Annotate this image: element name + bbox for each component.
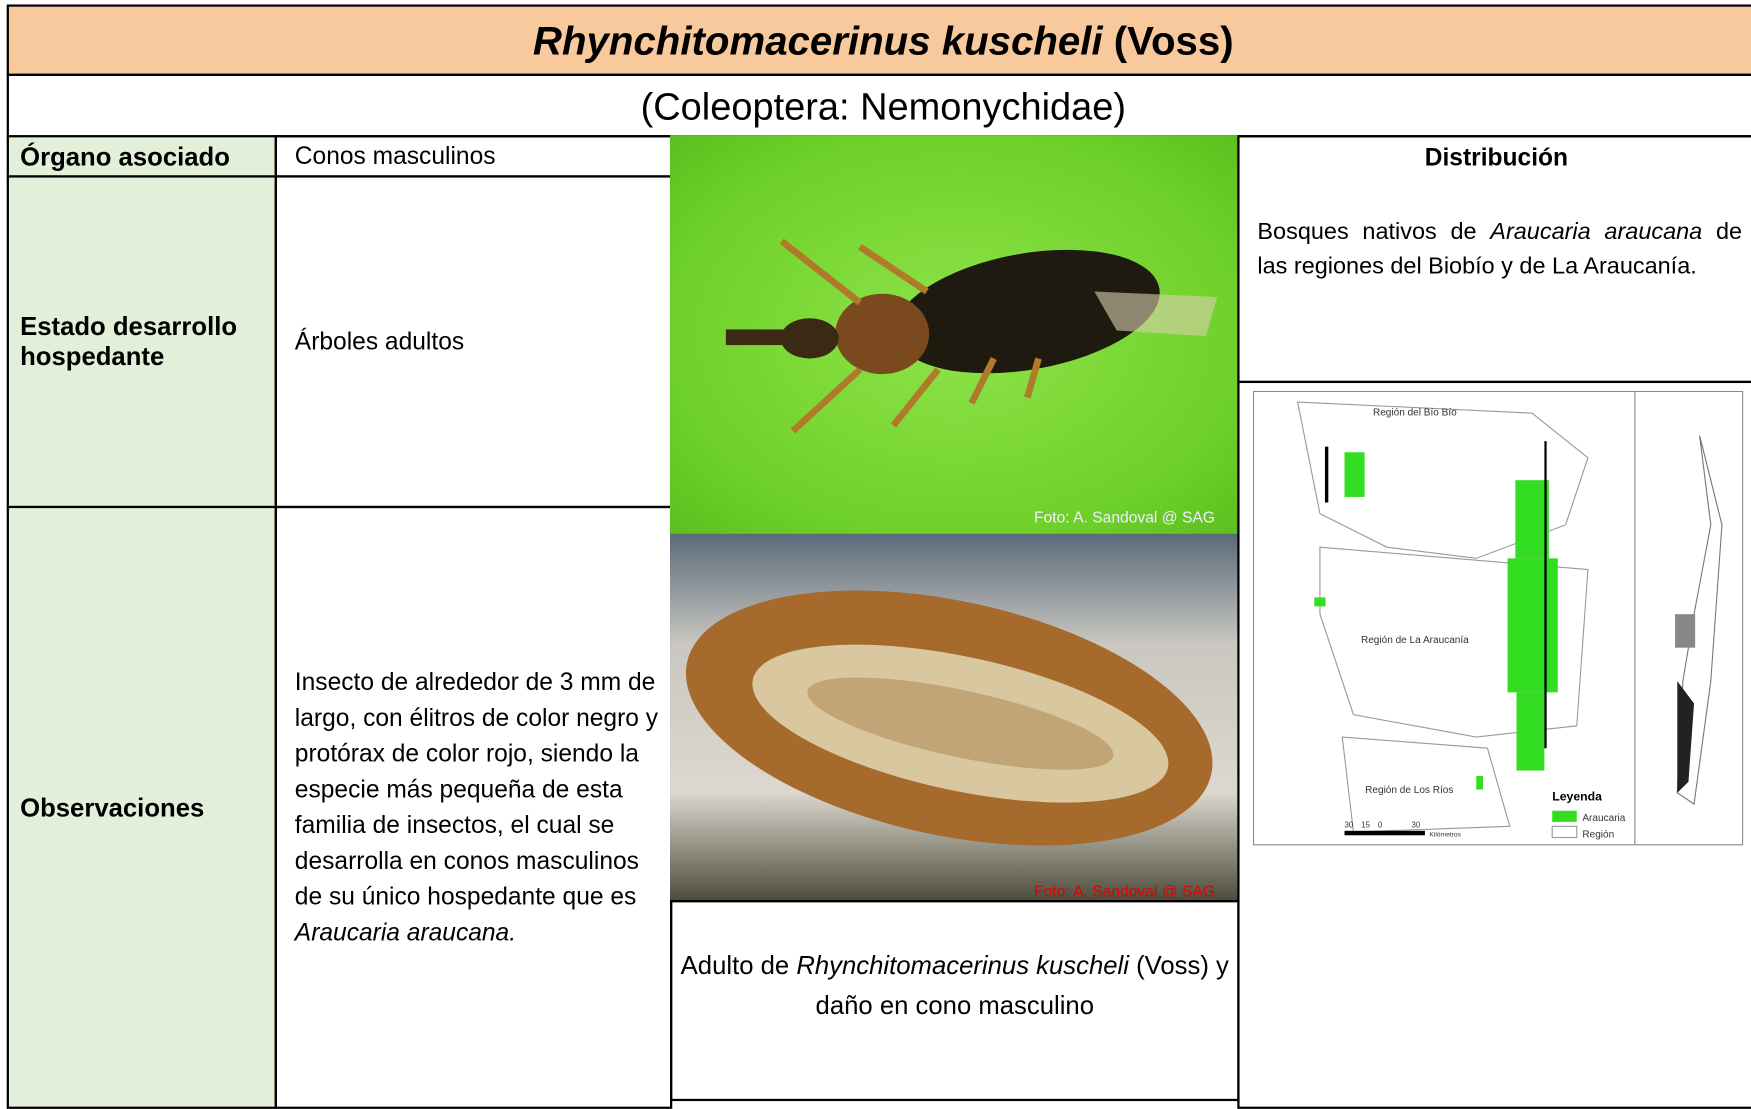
row-value: Árboles adultos [274, 175, 673, 509]
beetle-drawing [725, 238, 1218, 434]
region-label: Región del Bío Bío [1373, 407, 1457, 418]
text: de las regiones del Biobío y de La Arauc… [1257, 218, 1743, 280]
distribution-text: Bosques nativos de Araucaria araucana de… [1240, 214, 1743, 283]
text: Bosques nativos de [1257, 218, 1491, 245]
observation-text: Insecto de alrededor de 3 mm de largo, c… [294, 667, 659, 911]
row-label: Observaciones [6, 505, 277, 1109]
caption-species: Rhynchitomacerinus kuscheli [796, 950, 1129, 980]
legend-swatch [1552, 810, 1577, 822]
photo-caption: Adulto de Rhynchitomacerinus kuscheli (V… [670, 900, 1240, 1102]
title-species: Rhynchitomacerinus kuscheli [532, 17, 1103, 64]
observation-host: Araucaria araucana. [294, 917, 517, 946]
distribution-heading: Distribución [1424, 142, 1569, 171]
region-label: Región de La Araucanía [1361, 635, 1469, 646]
legend-swatch [1551, 825, 1578, 839]
legend-label: Araucaria [1582, 813, 1625, 824]
title-author: (Voss) [1102, 17, 1234, 64]
legend-title: Leyenda [1552, 790, 1602, 804]
subtitle: (Coleoptera: Nemonychidae) [6, 73, 1751, 138]
scale-label: 30 [1345, 820, 1354, 829]
photo-credit: Foto: A. Sandoval @ SAG [1033, 882, 1215, 901]
caption-text: (Voss) y daño en cono masculino [815, 950, 1229, 1020]
region-label: Región de Los Ríos [1365, 785, 1453, 796]
row-value: Insecto de alrededor de 3 mm de largo, c… [274, 505, 673, 1109]
row-label: Órgano asociado [6, 135, 277, 178]
scale-unit: Kilómetros [1429, 831, 1461, 838]
cone-drawing [685, 590, 1213, 846]
photo-credit: Foto: A. Sandoval @ SAG [1033, 508, 1215, 526]
cone-photo: Foto: A. Sandoval @ SAG [670, 533, 1240, 903]
caption-text: Adulto de [680, 950, 797, 980]
legend-label: Región [1582, 830, 1614, 841]
title-bar: Rhynchitomacerinus kuscheli (Voss) [6, 4, 1751, 76]
chile-highlight [1675, 614, 1696, 648]
row-value: Conos masculinos [274, 135, 673, 178]
scale-bar [1344, 830, 1425, 836]
scale-label: 30 [1412, 820, 1421, 829]
scale-label: 0 [1378, 820, 1383, 829]
araucaria-patches [1314, 452, 1558, 790]
scale-label: 15 [1361, 820, 1370, 829]
beetle-photo: Foto: A. Sandoval @ SAG [670, 135, 1240, 535]
species: Araucaria araucana [1490, 218, 1703, 245]
row-label: Estado desarrollo hospedante [6, 175, 277, 509]
map-frame [1252, 390, 1744, 846]
chile-south [1677, 681, 1695, 793]
distribution-map: Región del Bío Bío Región de La Araucaní… [1252, 390, 1744, 846]
